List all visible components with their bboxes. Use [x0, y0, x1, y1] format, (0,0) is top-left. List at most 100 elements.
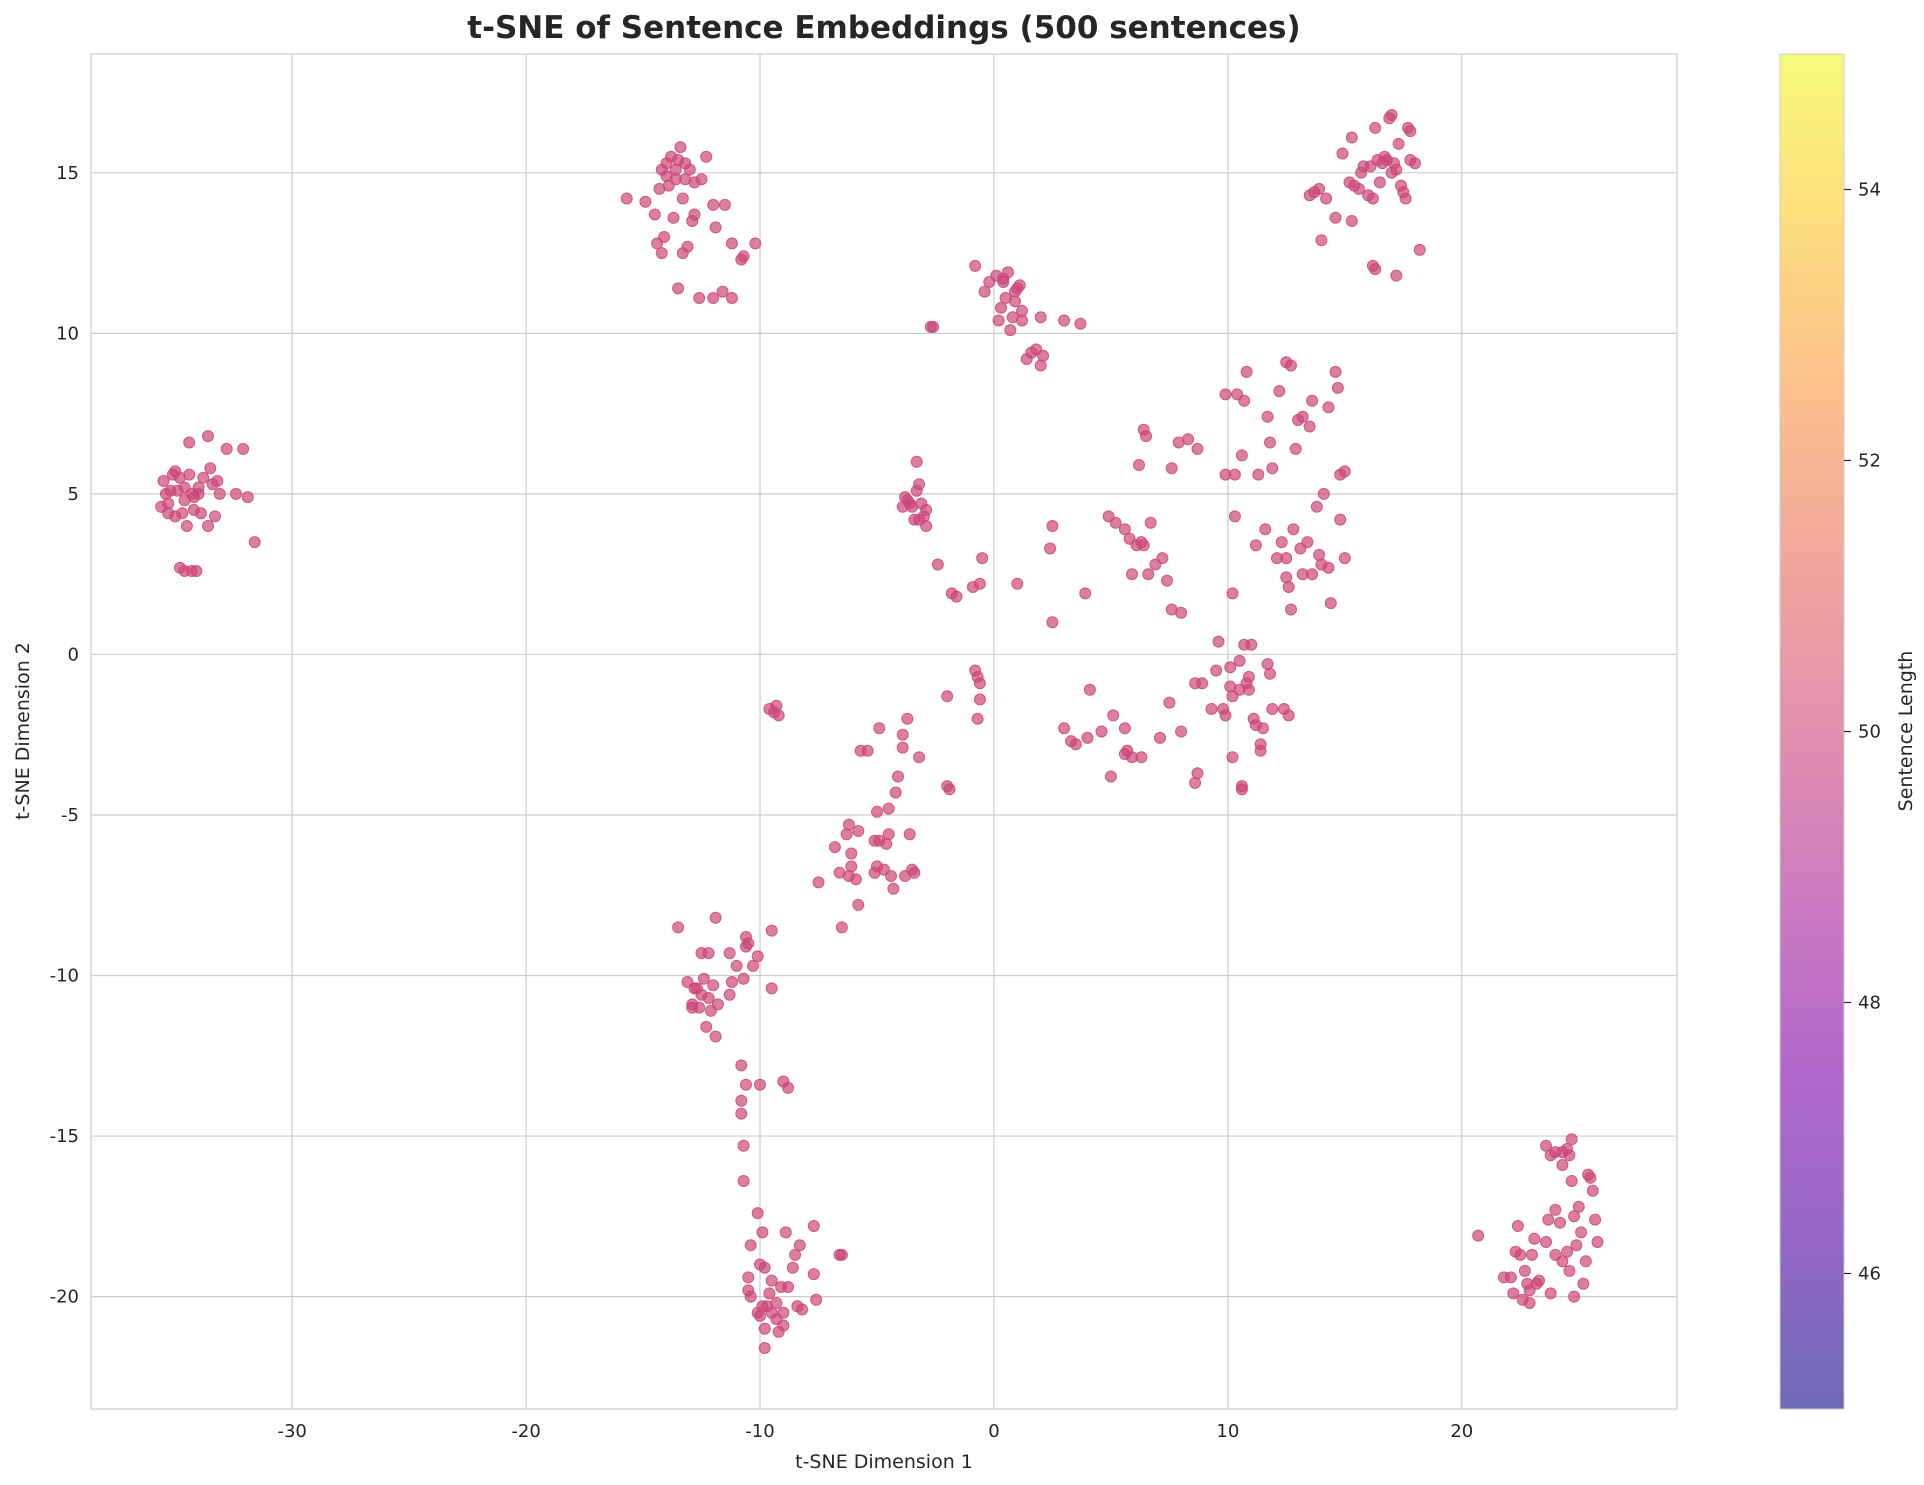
data-point	[1542, 1213, 1555, 1226]
data-point	[889, 786, 902, 799]
data-point	[655, 247, 668, 260]
y-tick-labels: -20 -15 -10 -5 0 5 10 15	[50, 163, 79, 1308]
data-point	[157, 475, 170, 487]
data-point	[1034, 311, 1047, 324]
data-point	[1556, 1159, 1569, 1171]
x-tick-label: -30	[277, 1421, 306, 1442]
data-point	[903, 828, 916, 841]
data-point	[1285, 603, 1297, 616]
data-point	[740, 1078, 752, 1091]
data-point	[789, 1248, 802, 1261]
data-point	[197, 471, 210, 484]
data-point	[880, 837, 893, 850]
colorbar-tick-label: 48	[1858, 993, 1881, 1014]
y-tick-label: -10	[50, 966, 79, 987]
data-point	[1504, 1271, 1517, 1284]
data-point	[763, 1287, 776, 1300]
data-point	[1126, 568, 1138, 581]
data-point	[1336, 147, 1349, 160]
data-point	[183, 468, 196, 481]
data-point	[686, 215, 699, 227]
data-point	[166, 468, 179, 481]
data-point	[651, 237, 664, 250]
data-point	[241, 491, 254, 504]
data-point	[1261, 410, 1274, 423]
data-point	[1530, 1277, 1543, 1290]
data-point	[1313, 182, 1326, 195]
data-point	[1544, 1287, 1557, 1300]
data-point	[761, 1300, 773, 1313]
colorbar-tick-label: 46	[1858, 1264, 1881, 1285]
colorbar-label: Sentence Length	[1895, 651, 1917, 812]
data-point	[202, 520, 214, 532]
data-point	[749, 237, 762, 250]
data-point	[1191, 442, 1204, 455]
data-point	[669, 163, 682, 176]
data-point	[1058, 314, 1071, 327]
data-point	[1034, 359, 1047, 372]
data-point	[725, 237, 738, 250]
data-point	[1554, 1216, 1566, 1229]
data-point	[230, 487, 242, 500]
data-point	[1182, 433, 1195, 446]
data-point	[1338, 552, 1351, 565]
data-point	[1037, 349, 1050, 362]
data-point	[1518, 1264, 1531, 1277]
data-point	[1249, 539, 1262, 552]
data-point	[871, 805, 883, 818]
data-point	[873, 722, 886, 735]
data-point	[1591, 1236, 1604, 1248]
data-point	[973, 693, 986, 706]
data-point	[211, 475, 224, 487]
data-point	[1388, 157, 1400, 170]
data-point	[1390, 269, 1403, 282]
y-tick-label: 0	[68, 644, 79, 665]
data-point	[950, 590, 963, 603]
data-point	[1563, 1149, 1576, 1162]
data-point	[1163, 696, 1176, 709]
data-point	[943, 783, 956, 796]
data-point	[735, 1094, 748, 1107]
data-point	[976, 552, 989, 565]
data-point	[1320, 192, 1333, 205]
data-point	[702, 992, 715, 1004]
data-point	[700, 1020, 713, 1033]
data-point	[735, 1107, 748, 1120]
data-point	[871, 860, 883, 873]
data-point	[1245, 638, 1258, 651]
data-point	[992, 314, 1005, 327]
data-point	[892, 770, 904, 783]
data-point	[852, 898, 865, 911]
data-point	[1338, 465, 1351, 478]
data-point	[1334, 513, 1347, 526]
chart-title: t-SNE of Sentence Embeddings (500 senten…	[467, 10, 1300, 46]
data-point	[770, 1313, 783, 1326]
data-point	[885, 870, 897, 882]
data-point	[1528, 1232, 1541, 1245]
data-point	[1472, 1229, 1485, 1242]
data-point	[194, 507, 207, 520]
data-point	[782, 1081, 795, 1094]
data-point	[854, 744, 867, 757]
data-point	[1144, 516, 1157, 529]
data-point	[765, 924, 778, 937]
data-point	[1011, 577, 1024, 590]
data-point	[1025, 346, 1038, 359]
data-point	[1526, 1248, 1538, 1261]
data-point	[927, 320, 940, 333]
data-point	[735, 1059, 748, 1072]
data-point	[1156, 552, 1169, 565]
data-point	[1154, 731, 1166, 744]
data-point	[1238, 394, 1251, 407]
data-point	[1549, 1203, 1562, 1216]
data-point	[1189, 776, 1202, 789]
data-point	[896, 741, 909, 754]
data-point	[1570, 1239, 1583, 1252]
data-point	[620, 192, 633, 205]
data-point	[676, 192, 689, 205]
data-point	[639, 195, 652, 208]
data-point	[707, 979, 720, 992]
data-point	[793, 1239, 806, 1252]
data-point	[840, 828, 853, 841]
